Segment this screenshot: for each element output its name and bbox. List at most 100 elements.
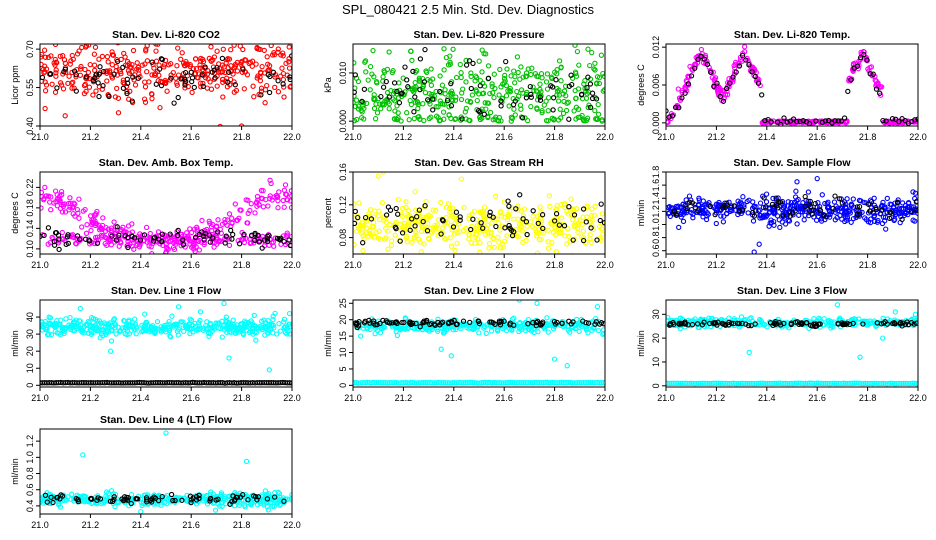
point-reference bbox=[87, 238, 93, 244]
point-main bbox=[381, 324, 387, 331]
point-main bbox=[154, 319, 161, 325]
point-main bbox=[477, 116, 484, 123]
point-main bbox=[558, 202, 564, 208]
point-main bbox=[238, 123, 245, 126]
point-main bbox=[360, 248, 366, 254]
point-main bbox=[72, 201, 78, 207]
point-main bbox=[202, 75, 209, 81]
panel-title: Stan. Dev. Li-820 CO2 bbox=[112, 29, 220, 41]
point-main bbox=[158, 324, 164, 330]
point-main bbox=[811, 316, 817, 322]
point-main bbox=[534, 105, 540, 111]
point-reference bbox=[701, 56, 707, 62]
point-reference bbox=[908, 208, 914, 214]
point-floor bbox=[743, 380, 749, 387]
y-tick-label: 10 bbox=[338, 348, 348, 358]
point-main bbox=[281, 204, 287, 210]
point-main bbox=[363, 69, 369, 75]
point-main bbox=[251, 94, 257, 100]
point-main bbox=[146, 79, 152, 85]
point-reference bbox=[528, 94, 534, 100]
point-main bbox=[143, 48, 149, 54]
point-main bbox=[267, 193, 273, 199]
point-reference bbox=[688, 73, 695, 79]
point-floor bbox=[694, 380, 700, 387]
point-main bbox=[272, 84, 278, 91]
point-main bbox=[144, 319, 150, 326]
x-tick-label: 21.4 bbox=[445, 393, 463, 403]
point-reference bbox=[739, 320, 745, 327]
point-reference bbox=[559, 320, 565, 326]
point-reference bbox=[414, 214, 420, 220]
point-main bbox=[81, 82, 88, 89]
y-tick-label: 0.010 bbox=[338, 62, 348, 85]
point-reference bbox=[566, 204, 572, 210]
point-reference bbox=[395, 211, 401, 217]
point-main bbox=[54, 191, 60, 198]
point-reference bbox=[252, 237, 258, 243]
point-main bbox=[589, 212, 595, 219]
point-main bbox=[249, 324, 255, 330]
point-main bbox=[516, 320, 523, 327]
point-reference bbox=[671, 211, 677, 217]
point-reference bbox=[773, 195, 779, 201]
point-main bbox=[451, 231, 458, 237]
point-main bbox=[416, 209, 422, 216]
point-main bbox=[899, 200, 906, 206]
point-floor bbox=[602, 380, 605, 386]
x-tick-label: 21.6 bbox=[182, 393, 200, 403]
point-main bbox=[48, 53, 54, 59]
point-main bbox=[63, 316, 69, 322]
point-reference bbox=[913, 199, 918, 205]
point-main bbox=[383, 235, 389, 241]
point-main bbox=[147, 230, 153, 237]
point-reference bbox=[56, 236, 62, 242]
point-main bbox=[466, 231, 472, 237]
point-main bbox=[89, 219, 95, 225]
point-main bbox=[822, 200, 828, 207]
point-main bbox=[83, 230, 90, 236]
point-main bbox=[90, 92, 96, 98]
point-main bbox=[86, 84, 93, 90]
point-main bbox=[910, 189, 916, 195]
point-main bbox=[492, 193, 499, 199]
point-main bbox=[696, 197, 703, 203]
point-main bbox=[866, 321, 872, 327]
point-main bbox=[515, 93, 522, 99]
y-tick-label: 40 bbox=[25, 312, 35, 322]
point-reference bbox=[408, 321, 414, 328]
point-main bbox=[112, 224, 118, 230]
point-main bbox=[101, 320, 108, 326]
point-main bbox=[440, 225, 446, 231]
point-main bbox=[174, 80, 180, 86]
point-main bbox=[355, 78, 362, 85]
point-reference bbox=[100, 68, 107, 75]
point-main bbox=[594, 303, 601, 310]
point-floor bbox=[587, 379, 594, 386]
point-main bbox=[378, 106, 384, 112]
point-reference bbox=[265, 72, 271, 78]
point-main bbox=[354, 228, 360, 234]
point-reference bbox=[362, 214, 369, 221]
point-main bbox=[712, 206, 718, 212]
point-main bbox=[514, 54, 521, 60]
point-main bbox=[910, 217, 916, 223]
point-main bbox=[193, 56, 199, 62]
point-reference bbox=[864, 57, 870, 63]
point-main bbox=[277, 73, 284, 79]
point-main bbox=[601, 330, 605, 337]
point-main bbox=[500, 241, 506, 247]
point-main bbox=[528, 219, 534, 225]
point-main bbox=[571, 236, 577, 242]
point-main bbox=[509, 316, 516, 322]
point-main bbox=[105, 59, 111, 65]
point-main bbox=[167, 334, 174, 340]
point-reference bbox=[549, 84, 556, 90]
point-reference bbox=[56, 246, 62, 253]
point-main bbox=[703, 216, 710, 223]
x-tick-label: 21.4 bbox=[132, 132, 150, 142]
point-main bbox=[125, 68, 132, 74]
point-main bbox=[269, 197, 275, 203]
point-reference bbox=[109, 233, 115, 239]
